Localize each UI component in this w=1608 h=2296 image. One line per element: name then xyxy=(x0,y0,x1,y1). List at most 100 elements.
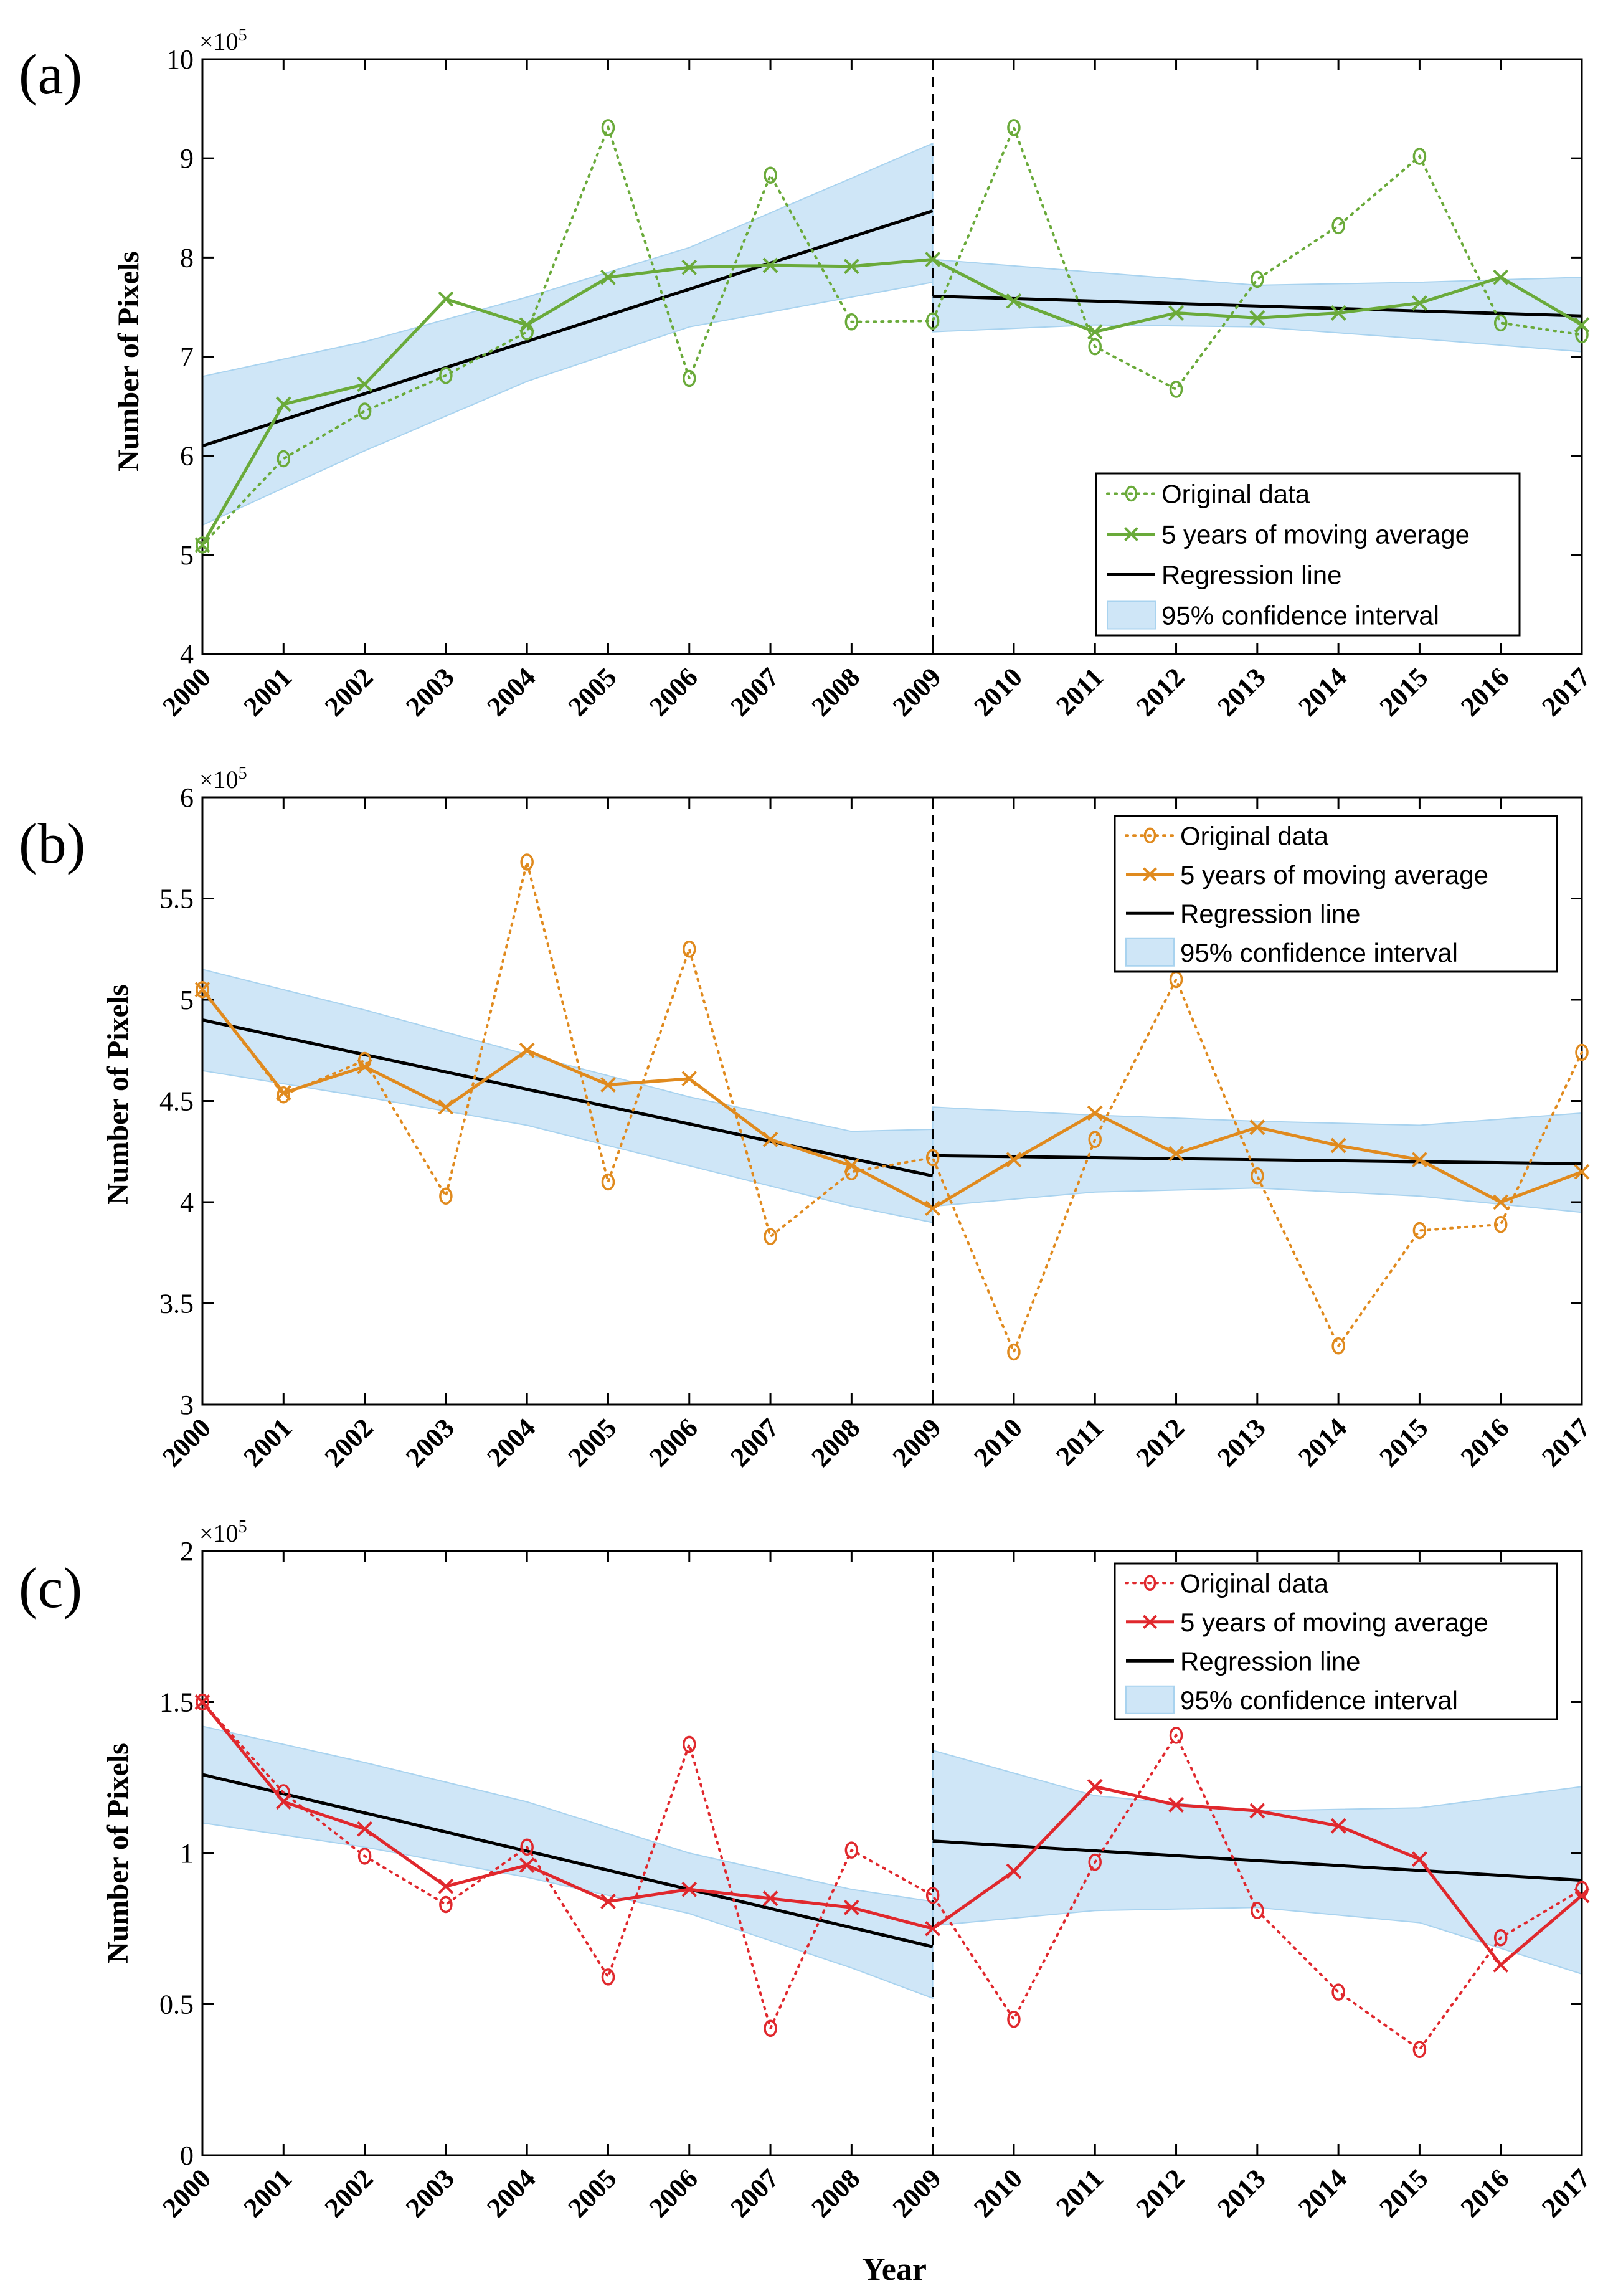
legend: Original data 5 years of moving average Re… xyxy=(1095,472,1521,637)
legend-marker-circle xyxy=(1125,485,1138,502)
marker-stroke xyxy=(843,1158,859,1174)
marker-stroke xyxy=(762,257,778,273)
moving-average-marker xyxy=(1330,1818,1346,1834)
legend-label: 5 years of moving average xyxy=(1161,520,1470,549)
marker-stroke xyxy=(275,396,291,412)
original-data-point xyxy=(277,1086,291,1104)
moving-average-marker xyxy=(1249,310,1265,326)
y-tick-label: 4.5 xyxy=(159,1086,194,1117)
marker-stroke xyxy=(681,1881,698,1897)
moving-average-marker xyxy=(681,1071,698,1087)
marker-stroke xyxy=(681,1071,698,1087)
moving-average-marker xyxy=(438,291,454,307)
moving-average-marker xyxy=(1574,1164,1590,1180)
moving-average-marker xyxy=(1493,1194,1509,1210)
legend-label: Original data xyxy=(1180,821,1329,850)
legend: Original data 5 years of moving average Re… xyxy=(1114,1562,1558,1720)
moving-average-marker xyxy=(357,376,373,392)
legend-swatch-ci xyxy=(1125,1685,1175,1714)
y-tick-label: 5 xyxy=(180,540,194,571)
original-data-point xyxy=(764,1228,777,1245)
original-data-point xyxy=(1493,1929,1508,1947)
original-data-point xyxy=(1007,1343,1021,1361)
legend-marker-x xyxy=(1143,867,1157,882)
moving-average-marker xyxy=(925,1200,941,1217)
moving-average-marker xyxy=(1087,1105,1103,1121)
marker-stroke xyxy=(925,1920,941,1937)
y-multiplier: ×105 xyxy=(199,1517,247,1548)
legend-swatch-ci xyxy=(1125,937,1175,967)
marker-stroke xyxy=(438,291,454,307)
x-axis-label: Year xyxy=(862,2252,927,2287)
legend-box xyxy=(1095,472,1521,637)
original-data-point xyxy=(683,369,696,387)
original-data-point xyxy=(277,450,291,468)
moving-average-marker xyxy=(1168,1796,1184,1813)
original-data-point xyxy=(1575,326,1589,344)
y-tick-label: 7 xyxy=(180,342,194,372)
moving-average-marker xyxy=(357,1058,373,1074)
original-data-point xyxy=(439,1187,453,1205)
y-tick-label: 4 xyxy=(180,639,194,670)
moving-average-marker xyxy=(1006,1152,1022,1168)
marker-stroke xyxy=(1168,1796,1184,1813)
moving-average-marker xyxy=(1168,305,1184,321)
marker-stroke xyxy=(1493,1194,1509,1210)
original-data-point xyxy=(764,2019,777,2037)
moving-average-marker xyxy=(1574,1887,1590,1904)
legend-label: Original data xyxy=(1161,480,1310,509)
marker-stroke xyxy=(1411,1152,1427,1168)
marker-stroke xyxy=(357,1058,373,1074)
y-tick-label: 8 xyxy=(180,242,194,273)
moving-average-line xyxy=(201,989,1582,1210)
legend-swatch-ci xyxy=(1107,600,1156,630)
original-data-point xyxy=(1493,1216,1508,1233)
moving-average-marker xyxy=(1411,1851,1427,1867)
moving-average-marker xyxy=(519,1042,535,1058)
moving-average-line xyxy=(201,1701,1583,1968)
original-data-point xyxy=(844,313,859,331)
marker-stroke xyxy=(600,1894,616,1910)
y-tick-label: 0 xyxy=(180,2140,194,2171)
y-tick-label: 9 xyxy=(180,143,194,174)
marker-stroke xyxy=(1574,1164,1590,1180)
original-data-line xyxy=(201,861,1583,1355)
moving-average-marker xyxy=(1411,295,1427,311)
marker-stroke xyxy=(519,317,535,333)
regression-line xyxy=(932,1839,1582,1882)
y-multiplier: ×105 xyxy=(199,26,247,56)
original-data-point xyxy=(1331,1337,1345,1355)
marker-stroke xyxy=(1574,317,1590,333)
y-tick-label: 1.5 xyxy=(159,1687,194,1718)
legend-marker-circle xyxy=(1143,1575,1156,1591)
original-data-point xyxy=(601,1968,615,1986)
legend-marker-circle xyxy=(1143,827,1156,843)
y-tick-label: 5 xyxy=(180,985,194,1015)
marker-stroke xyxy=(1006,1863,1022,1879)
marker-stroke xyxy=(519,1857,535,1873)
legend-label: 5 years of moving average xyxy=(1180,860,1488,889)
moving-average-marker xyxy=(843,1158,859,1174)
original-data-point xyxy=(1575,1043,1589,1061)
legend-label: Regression line xyxy=(1180,899,1361,928)
y-tick-label: 3.5 xyxy=(159,1289,194,1319)
panel-label: (a) xyxy=(19,42,82,106)
moving-average-marker xyxy=(194,982,210,998)
marker-stroke xyxy=(1493,269,1509,285)
original-data-point xyxy=(1251,270,1264,288)
original-data-point xyxy=(1412,1222,1427,1240)
moving-average-line xyxy=(201,257,1583,546)
moving-average-marker xyxy=(1330,1137,1346,1154)
marker-stroke xyxy=(1249,1803,1265,1819)
original-data-line xyxy=(201,1701,1583,2052)
moving-average-marker xyxy=(1249,1803,1265,1819)
marker-stroke xyxy=(1168,305,1184,321)
marker-stroke xyxy=(843,1899,859,1915)
panel-label: (b) xyxy=(19,812,85,875)
marker-stroke xyxy=(194,537,210,553)
marker-stroke xyxy=(1330,1137,1346,1154)
original-data-point xyxy=(1251,1167,1264,1185)
legend-label: 95% confidence interval xyxy=(1180,1686,1458,1715)
y-axis-label: Number of Pixels xyxy=(102,984,135,1205)
